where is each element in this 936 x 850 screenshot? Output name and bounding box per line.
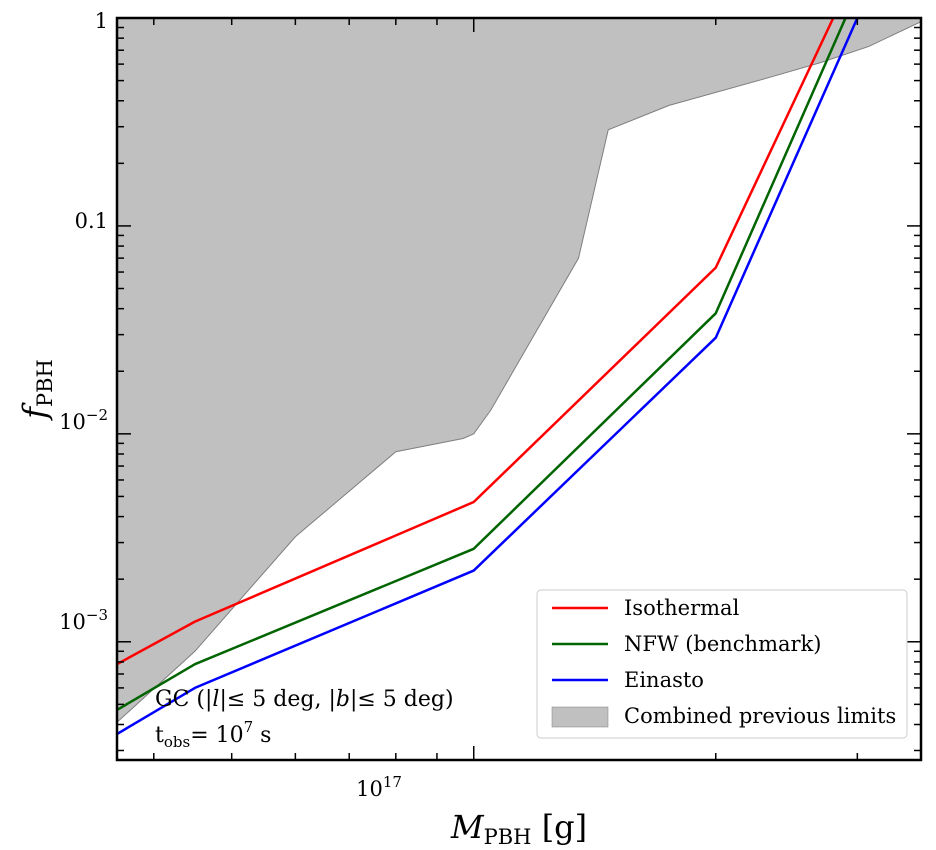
plot-frame — [115, 16, 923, 762]
legend-label-previous-limits: Combined previous limits — [624, 704, 896, 728]
y-tick-label-1: 1 — [95, 9, 108, 33]
legend-label-einasto: Einasto — [624, 668, 704, 692]
legend-label-nfw: NFW (benchmark) — [624, 632, 821, 656]
series-line-nfw-benchmark — [117, 18, 847, 712]
x-tick-label-1e17: 1017 — [356, 773, 402, 801]
series-line-isothermal — [117, 18, 835, 666]
y-tick-label-1e-3: 10−3 — [59, 606, 108, 634]
y-tick-label-0.1: 0.1 — [75, 209, 108, 233]
observation-time-annotation: tobs= 107 s — [155, 718, 271, 751]
x-axis-label: MPBH [g] — [450, 808, 587, 849]
legend: Isothermal NFW (benchmark) Einasto Combi… — [536, 589, 908, 739]
legend-swatch-previous-limits — [551, 706, 609, 728]
previous-limits-region — [117, 18, 921, 723]
region-annotation: GC (|l|≤ 5 deg, |b|≤ 5 deg) — [155, 687, 454, 712]
legend-label-isothermal: Isothermal — [624, 596, 740, 620]
y-tick-label-1e-2: 10−2 — [59, 406, 108, 434]
legend-box — [536, 589, 908, 739]
series-line-einasto — [117, 18, 859, 736]
